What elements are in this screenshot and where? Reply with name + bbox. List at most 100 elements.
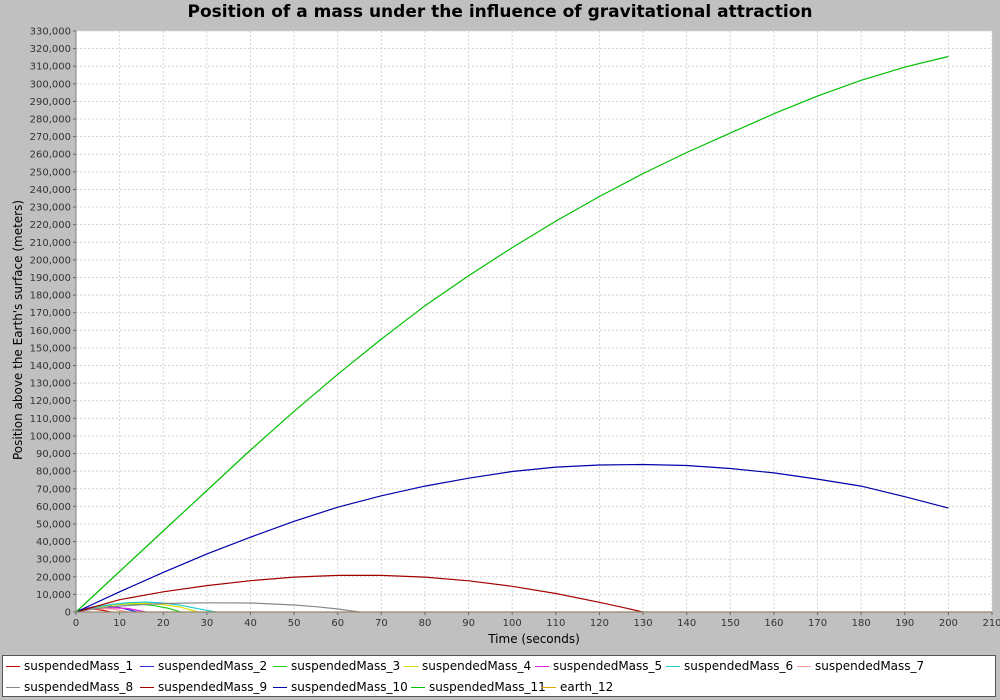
x-tick-label: 190 [895, 618, 914, 629]
x-tick-label: 110 [546, 618, 565, 629]
y-tick-label: 0 [65, 608, 71, 619]
legend-item: earth_12 [542, 678, 613, 696]
legend-item: suspendedMass_1 [6, 657, 133, 675]
legend-item: suspendedMass_10 [273, 678, 408, 696]
legend-label: suspendedMass_10 [291, 680, 408, 694]
chart-plot-svg: 0 10 20 30 40 50 60 70 80 90 100 110 120 130 140 150 160… [11, 27, 1000, 647]
x-tick-label: 180 [852, 618, 871, 629]
x-tick-label: 0 [73, 618, 79, 629]
legend-swatch [666, 665, 680, 667]
series-line-suspendedMass_6 [75, 601, 216, 613]
y-tick-label: 10,000 [36, 590, 71, 601]
y-tick-label: 160,000 [30, 326, 71, 337]
y-tick-label: 190,000 [30, 273, 71, 284]
legend-label: earth_12 [560, 680, 614, 694]
legend-swatch [797, 665, 811, 667]
x-tick-label: 200 [939, 618, 958, 629]
y-tick-label: 320,000 [30, 44, 71, 55]
y-tick-label: 70,000 [36, 484, 71, 495]
legend-label: suspendedMass_11 [429, 680, 546, 694]
x-tick-label: 170 [808, 618, 827, 629]
legend-item: suspendedMass_11 [411, 678, 546, 696]
series-line-suspendedMass_11 [75, 55, 949, 613]
grid-layer [75, 30, 993, 613]
y-tick-label: 290,000 [30, 97, 71, 108]
x-tick-label: 60 [331, 618, 344, 629]
y-tick-label: 240,000 [30, 185, 71, 196]
legend-label: suspendedMass_4 [422, 659, 532, 673]
legend-swatch [140, 665, 154, 667]
series-line-suspendedMass_10 [75, 463, 949, 613]
x-tick-label: 90 [462, 618, 475, 629]
legend-label: suspendedMass_3 [291, 659, 401, 673]
axis-layer: 0 10 20 30 40 50 60 70 80 90 100 110 120 130 140 150 160… [30, 27, 1000, 630]
y-tick-label: 50,000 [36, 519, 71, 530]
x-tick-label: 40 [244, 618, 257, 629]
x-tick-label: 140 [677, 618, 696, 629]
x-tick-label: 130 [634, 618, 653, 629]
x-tick-label: 120 [590, 618, 609, 629]
legend-swatch [6, 665, 20, 667]
legend-item: suspendedMass_7 [797, 657, 924, 675]
y-tick-label: 310,000 [30, 62, 71, 73]
x-tick-label: 20 [157, 618, 170, 629]
legend-item: suspendedMass_3 [273, 657, 400, 675]
legend-label: suspendedMass_8 [24, 680, 134, 694]
y-tick-label: 200,000 [30, 255, 71, 266]
y-tick-label: 300,000 [30, 79, 71, 90]
legend-swatch [273, 665, 287, 667]
x-tick-label: 160 [764, 618, 783, 629]
legend-swatch [6, 686, 20, 688]
legend-item: suspendedMass_2 [140, 657, 267, 675]
y-tick-label: 120,000 [30, 396, 71, 407]
legend-label: suspendedMass_1 [24, 659, 134, 673]
legend-label: suspendedMass_2 [158, 659, 268, 673]
x-tick-label: 30 [200, 618, 213, 629]
y-tick-label: 90,000 [36, 449, 71, 460]
chart-title: Position of a mass under the influence o… [187, 2, 813, 22]
y-tick-label: 140,000 [30, 361, 71, 372]
x-tick-label: 210 [982, 618, 1000, 629]
series-line-suspendedMass_9 [75, 574, 644, 613]
y-tick-label: 180,000 [30, 291, 71, 302]
x-tick-label: 80 [419, 618, 432, 629]
legend-item: suspendedMass_8 [6, 678, 133, 696]
y-tick-label: 260,000 [30, 150, 71, 161]
x-axis-title: Time (seconds) [487, 632, 580, 646]
legend-item: suspendedMass_4 [404, 657, 531, 675]
x-tick-label: 70 [375, 618, 388, 629]
y-tick-label: 60,000 [36, 502, 71, 513]
y-tick-label: 150,000 [30, 343, 71, 354]
legend-label: suspendedMass_6 [684, 659, 794, 673]
legend-label: suspendedMass_9 [158, 680, 268, 694]
y-tick-label: 170,000 [30, 308, 71, 319]
y-tick-label: 130,000 [30, 379, 71, 390]
y-tick-label: 80,000 [36, 467, 71, 478]
y-tick-label: 210,000 [30, 238, 71, 249]
legend-swatch [404, 665, 418, 667]
legend-item: suspendedMass_6 [666, 657, 793, 675]
legend-swatch [542, 686, 556, 688]
legend-label: suspendedMass_5 [553, 659, 663, 673]
y-axis-title: Position above the Earth's surface (mete… [11, 200, 25, 460]
x-tick-label: 100 [503, 618, 522, 629]
y-tick-label: 40,000 [36, 537, 71, 548]
x-tick-label: 50 [288, 618, 301, 629]
legend-swatch [140, 686, 154, 688]
y-tick-label: 220,000 [30, 220, 71, 231]
legend-swatch [273, 686, 287, 688]
plot-area [76, 31, 992, 612]
y-tick-label: 30,000 [36, 555, 71, 566]
y-tick-label: 110,000 [30, 414, 71, 425]
legend-swatch [535, 665, 549, 667]
legend-item: suspendedMass_5 [535, 657, 662, 675]
legend-label: suspendedMass_7 [815, 659, 925, 673]
y-tick-label: 270,000 [30, 132, 71, 143]
x-tick-label: 150 [721, 618, 740, 629]
legend-swatch [411, 686, 425, 688]
legend-item: suspendedMass_9 [140, 678, 267, 696]
chart-legend: suspendedMass_1 suspendedMass_2 suspendedM… [2, 655, 996, 697]
y-tick-label: 280,000 [30, 115, 71, 126]
series-line-suspendedMass_8 [75, 602, 360, 613]
x-tick-label: 10 [113, 618, 126, 629]
